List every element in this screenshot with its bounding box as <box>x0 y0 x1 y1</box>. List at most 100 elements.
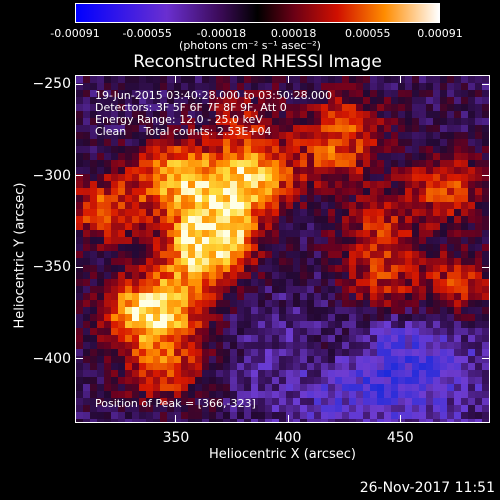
heatmap-cell <box>377 286 384 293</box>
heatmap-cell <box>447 335 454 342</box>
heatmap-cell <box>181 146 188 153</box>
heatmap-cell <box>174 314 181 321</box>
heatmap-cell <box>118 160 125 167</box>
heatmap-cell <box>188 419 195 422</box>
heatmap-cell <box>216 104 223 111</box>
heatmap-cell <box>160 104 167 111</box>
heatmap-cell <box>412 209 419 216</box>
heatmap-cell <box>335 356 342 363</box>
heatmap-cell <box>167 363 174 370</box>
heatmap-cell <box>293 314 300 321</box>
heatmap-cell <box>174 132 181 139</box>
heatmap-cell <box>293 146 300 153</box>
heatmap-cell <box>349 244 356 251</box>
heatmap-cell <box>202 104 209 111</box>
heatmap-cell <box>314 223 321 230</box>
heatmap-cell <box>76 76 83 83</box>
heatmap-cell <box>286 335 293 342</box>
heatmap-cell <box>111 258 118 265</box>
heatmap-cell <box>314 83 321 90</box>
heatmap-cell <box>202 118 209 125</box>
heatmap-cell <box>286 188 293 195</box>
heatmap-cell <box>83 314 90 321</box>
heatmap-cell <box>97 153 104 160</box>
heatmap-cell <box>76 286 83 293</box>
heatmap-cell <box>335 132 342 139</box>
heatmap-cell <box>230 230 237 237</box>
heatmap-cell <box>342 405 349 412</box>
heatmap-cell <box>251 160 258 167</box>
heatmap-cell <box>76 90 83 97</box>
heatmap-cell <box>181 405 188 412</box>
heatmap-cell <box>132 209 139 216</box>
heatmap-cell <box>237 384 244 391</box>
heatmap-cell <box>300 90 307 97</box>
heatmap-cell <box>237 153 244 160</box>
heatmap-cell <box>328 251 335 258</box>
heatmap-cell <box>202 209 209 216</box>
heatmap-cell <box>97 286 104 293</box>
heatmap-cell <box>454 377 461 384</box>
heatmap-cell <box>363 377 370 384</box>
heatmap-cell <box>335 83 342 90</box>
heatmap-cell <box>111 132 118 139</box>
heatmap-cell <box>83 216 90 223</box>
heatmap-cell <box>482 349 489 356</box>
heatmap-cell <box>293 265 300 272</box>
heatmap-cell <box>216 125 223 132</box>
heatmap-cell <box>363 216 370 223</box>
heatmap-cell <box>251 230 258 237</box>
heatmap-cell <box>454 307 461 314</box>
heatmap-cell <box>279 146 286 153</box>
heatmap-cell <box>118 216 125 223</box>
heatmap-cell <box>370 244 377 251</box>
heatmap-cell <box>370 307 377 314</box>
heatmap-cell <box>90 265 97 272</box>
heatmap-cell <box>181 160 188 167</box>
heatmap-cell <box>188 279 195 286</box>
heatmap-cell <box>125 111 132 118</box>
heatmap-cell <box>216 293 223 300</box>
heatmap-cell <box>384 286 391 293</box>
heatmap-cell <box>433 97 440 104</box>
heatmap-cell <box>433 419 440 422</box>
heatmap-cell <box>174 363 181 370</box>
heatmap-cell <box>167 370 174 377</box>
heatmap-cell <box>342 244 349 251</box>
heatmap-cell <box>90 237 97 244</box>
heatmap-cell <box>328 405 335 412</box>
heatmap-cell <box>475 258 482 265</box>
heatmap-cell <box>321 83 328 90</box>
heatmap-cell <box>174 174 181 181</box>
heatmap-cell <box>328 195 335 202</box>
heatmap-cell <box>293 97 300 104</box>
heatmap-cell <box>426 363 433 370</box>
heatmap-cell <box>132 279 139 286</box>
heatmap-cell <box>83 104 90 111</box>
heatmap-cell <box>258 328 265 335</box>
heatmap-cell <box>468 384 475 391</box>
heatmap-cell <box>307 97 314 104</box>
heatmap-cell <box>426 391 433 398</box>
heatmap-cell <box>279 118 286 125</box>
heatmap-cell <box>454 223 461 230</box>
heatmap-cell <box>97 167 104 174</box>
heatmap-cell <box>398 300 405 307</box>
heatmap-cell <box>405 349 412 356</box>
heatmap-cell <box>230 293 237 300</box>
heatmap-cell <box>447 111 454 118</box>
heatmap-cell <box>209 419 216 422</box>
heatmap-cell <box>293 216 300 223</box>
heatmap-cell <box>321 153 328 160</box>
heatmap-cell <box>468 300 475 307</box>
heatmap-cell <box>356 279 363 286</box>
heatmap-cell <box>461 272 468 279</box>
heatmap-cell <box>111 328 118 335</box>
heatmap-cell <box>272 244 279 251</box>
heatmap-cell <box>426 300 433 307</box>
heatmap-cell <box>97 391 104 398</box>
heatmap-cell <box>160 279 167 286</box>
heatmap-cell <box>97 405 104 412</box>
heatmap-cell <box>405 258 412 265</box>
heatmap-cell <box>426 216 433 223</box>
